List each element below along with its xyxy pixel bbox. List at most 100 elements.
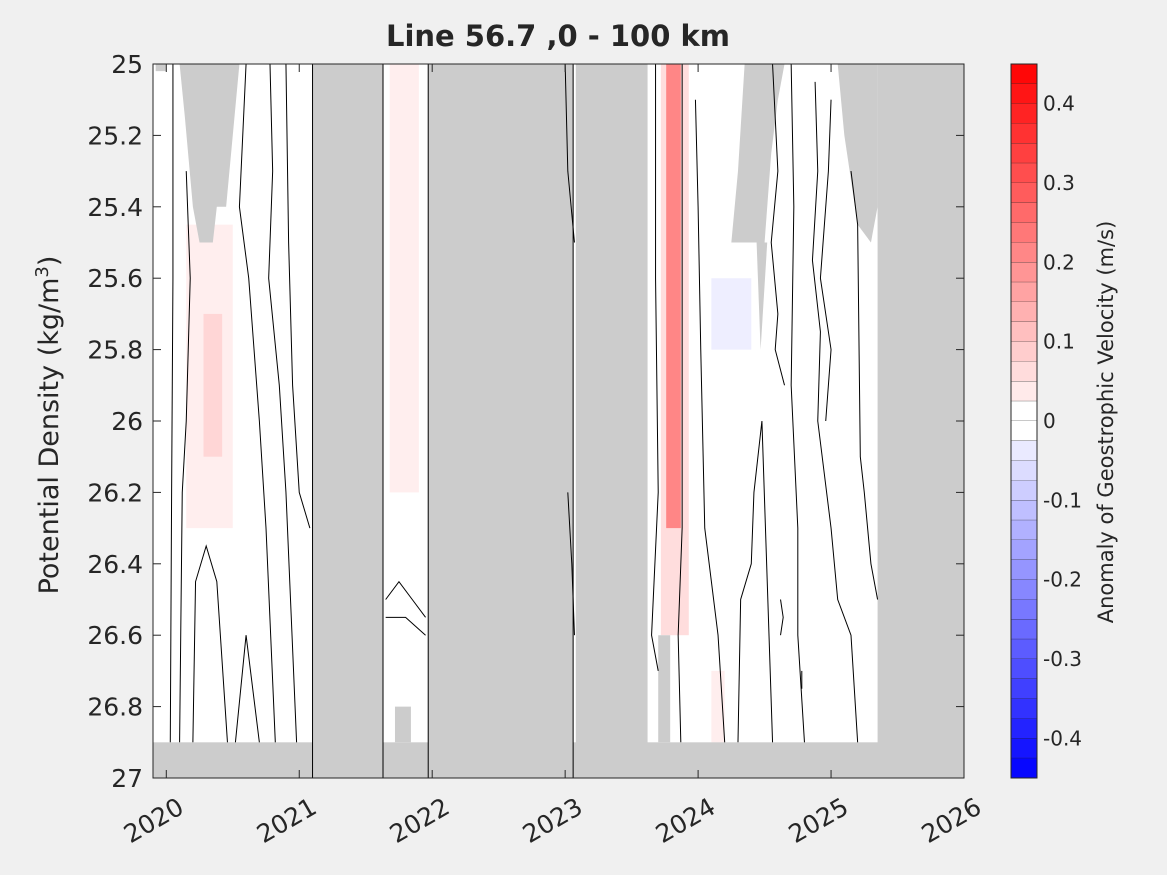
- colorbar-label: Anomaly of Geostrophic Velocity (m/s): [1094, 221, 1118, 624]
- no-data-mask: [731, 64, 785, 243]
- contour-line: [819, 99, 832, 422]
- no-data-mask: [631, 64, 645, 100]
- colorbar-tick-label: -0.2: [1043, 568, 1082, 592]
- y-tick-label: 25.4: [87, 193, 143, 222]
- no-data-mask: [179, 64, 240, 243]
- colorbar-segment: [1011, 619, 1037, 640]
- x-tick-label: 2025: [784, 792, 854, 849]
- colorbar-segment: [1011, 698, 1037, 719]
- y-axis-label: Potential Density (kg/m3): [32, 256, 65, 595]
- contour-line: [234, 635, 260, 743]
- colorbar-segment: [1011, 282, 1037, 302]
- colorbar-segment: [1011, 579, 1037, 600]
- colorbar-segment: [1011, 64, 1037, 84]
- contour-line: [737, 420, 774, 743]
- colorbar-segment: [1011, 103, 1037, 124]
- colorbar-segment: [1011, 143, 1037, 164]
- colorbar: 0.4 0.3 0.2 0.1 0 -0.1 -0.2 -0.3 -0.4: [1010, 63, 1082, 779]
- colorbar-segment: [1011, 480, 1037, 501]
- no-data-region-right: [877, 64, 964, 778]
- colorbar-segment: [1011, 599, 1037, 620]
- colorbar-tick-label: 0.4: [1043, 92, 1075, 116]
- colorbar-segment: [1011, 401, 1037, 421]
- colorbar-segment: [1011, 460, 1037, 481]
- anomaly-patch: [389, 64, 419, 493]
- colorbar-tick-label: -0.1: [1043, 488, 1082, 512]
- x-tick-label: 2021: [252, 792, 322, 849]
- colorbar-segment: [1011, 202, 1037, 223]
- colorbar-segment: [1011, 321, 1037, 342]
- no-data-gap: [428, 64, 574, 778]
- contour-line: [790, 64, 805, 743]
- colorbar-segment: [1011, 718, 1037, 739]
- contour-line: [192, 544, 228, 743]
- y-tick-label: 25.2: [87, 121, 143, 150]
- y-tick-label: 26: [111, 407, 143, 436]
- y-tick-label: 25: [111, 50, 143, 79]
- x-tick-label: 2020: [119, 792, 189, 849]
- x-tick-label: 2023: [518, 792, 588, 849]
- heatmap-layer: [153, 64, 964, 778]
- colorbar-segment: [1011, 123, 1037, 144]
- colorbar-tick-label: 0.1: [1043, 330, 1075, 354]
- colorbar-tick-label: 0.3: [1043, 171, 1075, 195]
- colorbar-segment: [1011, 440, 1037, 461]
- chart-title: Line 56.7 ,0 - 100 km: [386, 19, 730, 53]
- colorbar-tick-label: -0.4: [1043, 726, 1082, 750]
- anomaly-patch: [203, 313, 223, 457]
- y-tick-label: 27: [111, 764, 143, 793]
- colorbar-segment: [1011, 163, 1037, 183]
- contour-line: [285, 64, 311, 529]
- no-data-mask: [155, 64, 167, 72]
- contour-line: [385, 616, 426, 636]
- y-tick-label: 26.8: [87, 693, 143, 722]
- colorbar-tick-label: -0.3: [1043, 647, 1082, 671]
- no-data-gap: [575, 64, 648, 778]
- contour-line: [268, 64, 298, 743]
- colorbar-segment: [1011, 242, 1037, 263]
- contour-line: [179, 171, 191, 743]
- colorbar-segment: [1011, 738, 1037, 759]
- y-tick-label: 26.2: [87, 478, 143, 507]
- contour-line: [169, 64, 174, 743]
- x-tick-label: 2022: [385, 792, 455, 849]
- contour-line: [780, 599, 784, 636]
- contour-line: [677, 64, 683, 743]
- colorbar-segment: [1011, 361, 1037, 382]
- colorbar-segment: [1011, 659, 1037, 679]
- colorbar-segment: [1011, 341, 1037, 362]
- contour-line: [850, 171, 879, 600]
- colorbar-segment: [1011, 83, 1037, 104]
- colorbar-segment: [1011, 678, 1037, 699]
- no-data-mask: [658, 635, 671, 743]
- colorbar-frame: [1010, 63, 1038, 779]
- contour-line: [564, 64, 575, 243]
- y-tick-label: 26.6: [87, 621, 143, 650]
- contour-line: [694, 99, 726, 743]
- colorbar-segment: [1011, 639, 1037, 659]
- no-data-band-bottom: [153, 742, 964, 778]
- contour-line: [651, 64, 659, 671]
- anomaly-patch: [660, 64, 689, 636]
- y-tick-label: 25.8: [87, 336, 143, 365]
- colorbar-segment: [1011, 421, 1037, 441]
- anomaly-patch: [711, 278, 752, 350]
- colorbar-segment: [1011, 520, 1037, 540]
- colorbar-segment: [1011, 500, 1037, 521]
- contour-line: [811, 81, 859, 743]
- y-axis: 25 25.2 25.4 25.6 25.8 26 26.2 26.4 26.6 26.8 27: [87, 50, 964, 793]
- colorbar-segment: [1011, 262, 1037, 283]
- colorbar-segment: [1011, 302, 1037, 322]
- contour-line: [385, 580, 426, 618]
- colorbar-tick-label: 0.2: [1043, 250, 1075, 274]
- contour-line: [238, 64, 276, 743]
- colorbar-segment: [1011, 183, 1037, 203]
- x-tick-label: 2024: [651, 792, 721, 849]
- no-data-gap: [312, 64, 384, 778]
- colorbar-segment: [1011, 540, 1037, 560]
- colorbar-tick-label: 0: [1043, 409, 1056, 433]
- colorbar-segment: [1011, 559, 1037, 580]
- no-data-mask: [756, 242, 768, 350]
- no-data-mask: [837, 64, 878, 243]
